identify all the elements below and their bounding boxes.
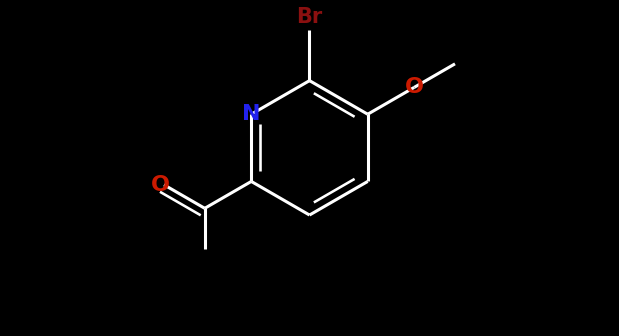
Text: N: N (242, 104, 261, 124)
Text: Br: Br (297, 7, 322, 27)
Text: O: O (151, 175, 170, 195)
Text: O: O (405, 77, 424, 97)
